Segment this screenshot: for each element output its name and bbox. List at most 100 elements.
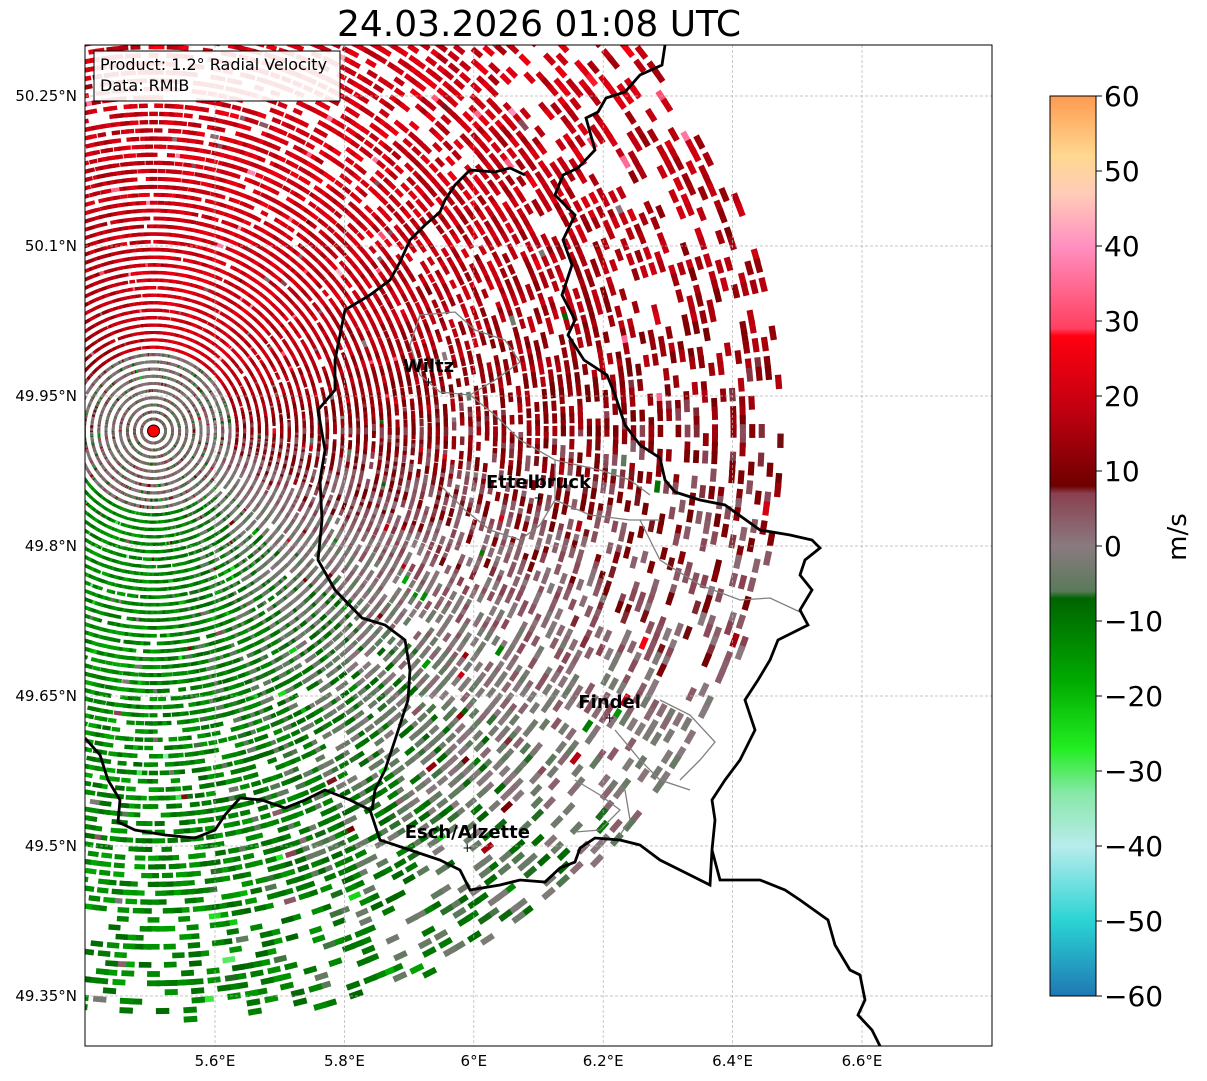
radar-gate bbox=[543, 438, 549, 449]
radar-gate bbox=[655, 464, 663, 478]
radar-gate bbox=[148, 795, 159, 801]
radar-gate bbox=[163, 943, 176, 950]
radar-gate bbox=[701, 450, 709, 464]
radar-gate bbox=[162, 704, 171, 710]
radar-gate bbox=[640, 550, 649, 564]
radar-gate bbox=[351, 468, 357, 477]
radar-gate bbox=[157, 564, 163, 569]
radar-gate bbox=[728, 572, 739, 588]
radar-gate bbox=[526, 503, 534, 515]
radar-gate bbox=[142, 804, 153, 810]
radar-gate bbox=[139, 926, 152, 932]
radar-gate bbox=[369, 490, 376, 499]
radar-gate bbox=[168, 863, 180, 870]
radar-gate bbox=[528, 529, 536, 541]
radar-gate bbox=[144, 745, 154, 751]
radar-gate bbox=[377, 459, 382, 468]
radar-gate bbox=[515, 466, 522, 477]
radar-gate bbox=[158, 595, 165, 599]
radar-gate bbox=[551, 542, 560, 554]
radar-gate bbox=[739, 526, 748, 542]
radar-gate bbox=[178, 915, 191, 922]
radar-gate bbox=[746, 537, 756, 553]
radar-gate bbox=[149, 697, 158, 702]
radar-gate bbox=[533, 455, 540, 467]
radar-gate bbox=[656, 521, 665, 535]
radar-gate bbox=[522, 521, 530, 532]
radar-gate bbox=[548, 521, 556, 533]
radar-gate bbox=[505, 517, 513, 528]
radar-gate bbox=[147, 917, 160, 923]
radar-gate bbox=[462, 485, 468, 496]
radar-gate bbox=[170, 778, 181, 784]
radar-gate bbox=[165, 786, 176, 792]
radar-gate bbox=[711, 450, 718, 465]
radar-gate bbox=[325, 433, 330, 440]
radar-gate bbox=[186, 924, 199, 931]
radar-gate bbox=[410, 447, 416, 456]
radar-gate bbox=[637, 525, 645, 539]
radar-gate bbox=[397, 477, 404, 487]
radar-gate bbox=[534, 443, 540, 455]
radar-gate bbox=[302, 435, 307, 442]
radar-gate bbox=[303, 469, 309, 477]
radar-gate bbox=[192, 905, 205, 913]
radar-gate bbox=[419, 491, 426, 500]
radar-gate bbox=[557, 550, 566, 563]
radar-gate bbox=[590, 487, 597, 500]
radar-gate bbox=[624, 499, 632, 513]
radar-gate bbox=[339, 448, 344, 456]
radar-gate bbox=[498, 470, 504, 480]
radar-gate bbox=[145, 602, 152, 607]
radar-gate bbox=[605, 541, 614, 555]
radar-gate bbox=[164, 988, 178, 996]
radar-gate bbox=[653, 480, 661, 493]
radar-gate bbox=[166, 803, 177, 809]
radar-gate bbox=[478, 521, 486, 532]
radar-gate bbox=[403, 439, 408, 447]
radar-gate bbox=[551, 444, 558, 456]
radar-gate bbox=[173, 828, 184, 835]
radar-gate bbox=[494, 491, 501, 502]
radar-gate bbox=[138, 961, 152, 968]
radar-gate bbox=[463, 475, 470, 486]
radar-gate bbox=[491, 453, 498, 463]
radar-gate bbox=[325, 438, 329, 446]
radar-gate bbox=[766, 531, 776, 547]
radar-gate bbox=[698, 484, 707, 499]
radar-gate bbox=[141, 872, 153, 879]
radar-gate bbox=[548, 475, 555, 487]
radar-gate bbox=[575, 520, 583, 532]
radar-gate bbox=[167, 837, 179, 844]
radar-gate bbox=[401, 454, 407, 463]
radar-gate bbox=[172, 952, 185, 959]
radar-gate bbox=[187, 942, 201, 949]
radar-gate bbox=[178, 735, 188, 742]
radar-gate bbox=[618, 476, 626, 489]
radar-gate bbox=[466, 461, 472, 471]
radar-gate bbox=[149, 713, 158, 718]
radar-gate bbox=[456, 469, 463, 480]
radar-gate bbox=[459, 436, 465, 446]
radar-gate bbox=[569, 438, 575, 450]
radar-gate bbox=[188, 853, 200, 860]
radar-gate bbox=[608, 565, 617, 579]
radar-gate bbox=[733, 554, 743, 570]
radar-gate bbox=[338, 488, 344, 496]
radar-gate bbox=[161, 664, 169, 669]
radar-gate bbox=[709, 468, 717, 482]
radar-gate bbox=[508, 448, 515, 459]
radar-gate bbox=[428, 488, 434, 498]
radar-gate bbox=[317, 435, 322, 442]
radar-gate bbox=[154, 821, 165, 827]
radar-gate bbox=[491, 536, 499, 548]
radar-gate bbox=[168, 736, 178, 742]
radar-gate bbox=[345, 490, 352, 499]
radar-gate bbox=[522, 478, 529, 490]
radar-gate bbox=[176, 719, 186, 725]
radar-gate bbox=[190, 987, 205, 995]
radar-gate bbox=[777, 433, 784, 448]
radar-gate bbox=[766, 462, 774, 477]
radar-gate bbox=[162, 712, 171, 718]
